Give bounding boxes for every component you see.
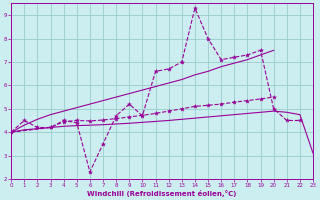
- X-axis label: Windchill (Refroidissement éolien,°C): Windchill (Refroidissement éolien,°C): [87, 190, 237, 197]
